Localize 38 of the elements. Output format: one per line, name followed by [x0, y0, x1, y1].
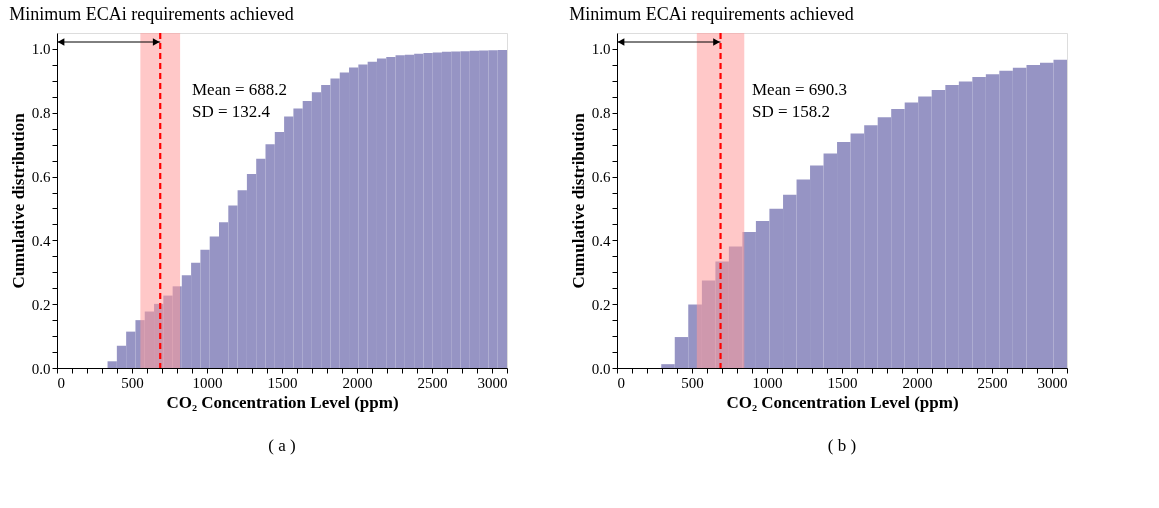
annotation: Mean = 688.2 [192, 79, 288, 99]
y-tick-label: 0.6 [591, 169, 611, 186]
x-tick-label: 0 [617, 374, 625, 391]
y-tick-label: 0.8 [591, 105, 611, 122]
x-tick-label: 1500 [827, 374, 858, 391]
y-axis-title: Cumulative distribution [568, 112, 588, 289]
y-tick-label: 0.6 [31, 169, 51, 186]
annotation: SD = 158.2 [752, 101, 831, 121]
x-tick-label: 1500 [267, 374, 298, 391]
x-axis-title: CO₂ Concentration Level (ppm) [726, 392, 959, 412]
x-tick-label: 2000 [902, 374, 933, 391]
annotation: Mean = 690.3 [752, 79, 848, 99]
y-axis-title: Cumulative distribution [8, 112, 28, 289]
y-tick-label: 0.2 [591, 296, 611, 313]
y-tick-label: 0.4 [591, 232, 611, 249]
x-tick-label: 1000 [752, 374, 783, 391]
x-axis-title: CO₂ Concentration Level (ppm) [166, 392, 399, 412]
chart-title: Minimum ECAi requirements achieved [9, 3, 294, 24]
text: ( a ) [268, 436, 296, 455]
y-tick-label: 1.0 [591, 41, 611, 58]
annotation: SD = 132.4 [192, 101, 271, 121]
y-tick-label: 0.0 [591, 360, 611, 377]
x-tick-label: 2500 [977, 374, 1008, 391]
text: ( b ) [827, 436, 857, 455]
chart-title: Minimum ECAi requirements achieved [569, 3, 854, 24]
y-tick-label: 0.4 [31, 232, 51, 249]
x-tick-label: 0 [57, 374, 65, 391]
y-tick-label: 0.0 [31, 360, 51, 377]
x-tick-label: 1000 [192, 374, 223, 391]
x-tick-label: 500 [121, 374, 144, 391]
y-tick-label: 0.8 [31, 105, 51, 122]
x-tick-label: 2500 [417, 374, 448, 391]
x-tick-label: 500 [681, 374, 704, 391]
x-tick-label: 3000 [477, 374, 508, 391]
y-tick-label: 0.2 [31, 296, 51, 313]
y-tick-label: 1.0 [31, 41, 51, 58]
x-tick-label: 3000 [1037, 374, 1068, 391]
x-tick-label: 2000 [342, 374, 373, 391]
